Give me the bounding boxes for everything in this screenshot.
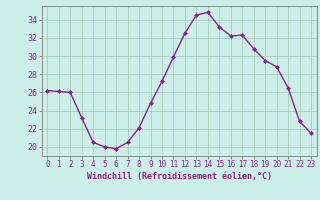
X-axis label: Windchill (Refroidissement éolien,°C): Windchill (Refroidissement éolien,°C) xyxy=(87,172,272,181)
